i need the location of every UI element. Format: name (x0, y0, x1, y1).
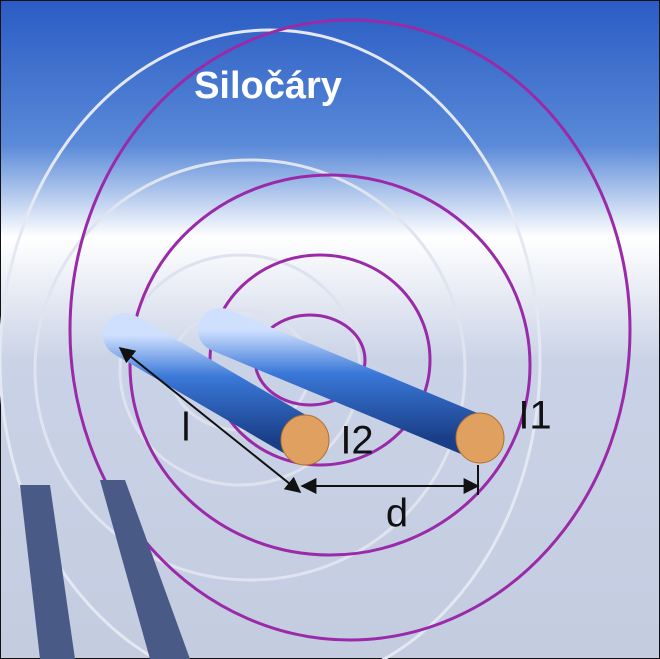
scene: Siločáry l I2 I1 d (0, 0, 660, 659)
current1-label: I1 (518, 394, 551, 438)
current2-label: I2 (340, 419, 373, 463)
distance-label: d (386, 492, 408, 536)
length-label: l (182, 406, 191, 450)
title: Siločáry (194, 65, 342, 107)
